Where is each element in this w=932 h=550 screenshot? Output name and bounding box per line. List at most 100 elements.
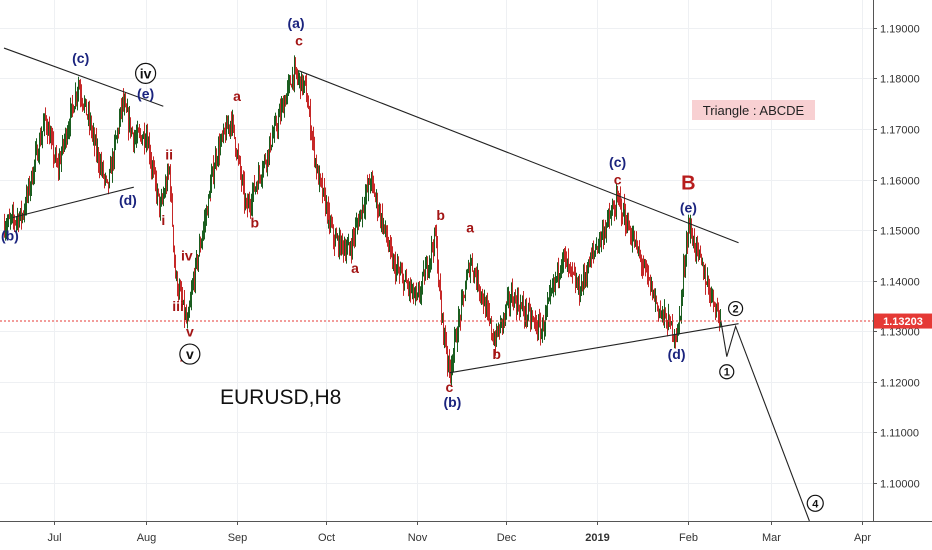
candle-body bbox=[696, 241, 697, 253]
candle-body bbox=[500, 320, 501, 334]
candle-body bbox=[157, 188, 158, 196]
candle-body bbox=[612, 208, 613, 213]
candle-body bbox=[381, 214, 382, 223]
candle-body bbox=[358, 222, 359, 227]
candle-body bbox=[451, 365, 452, 375]
wave-label: (b) bbox=[1, 227, 19, 243]
candle-body bbox=[653, 290, 654, 299]
candle-body bbox=[272, 136, 273, 146]
annotation-box bbox=[692, 100, 815, 120]
candle-body bbox=[247, 202, 248, 209]
time-tick-label: Feb bbox=[679, 532, 698, 544]
candle-body bbox=[497, 327, 498, 335]
candle-body bbox=[130, 117, 131, 133]
candle-body bbox=[305, 80, 306, 82]
candle-body bbox=[45, 115, 46, 118]
candle-body bbox=[545, 311, 546, 326]
candle-body bbox=[42, 131, 43, 138]
candle-body bbox=[368, 179, 369, 190]
candle-body bbox=[575, 274, 576, 287]
price-axis[interactable]: 1.19000 1.18000 1.17000 1.16000 1.15000 1.140… bbox=[873, 24, 920, 491]
candle-body bbox=[411, 289, 412, 292]
candle-body bbox=[581, 283, 582, 296]
candle-body bbox=[395, 261, 396, 277]
candle-body bbox=[709, 286, 710, 296]
candle-body bbox=[486, 304, 487, 316]
trendline bbox=[3, 47, 164, 107]
candle-body bbox=[241, 172, 242, 182]
candle-body bbox=[390, 242, 391, 248]
candle-body bbox=[604, 231, 605, 240]
candle-body bbox=[419, 290, 420, 297]
candle-body bbox=[429, 260, 430, 270]
candle-body bbox=[534, 319, 535, 321]
candle-body bbox=[66, 132, 67, 142]
candle-body bbox=[562, 260, 563, 267]
candle-body bbox=[646, 265, 647, 272]
candle-body bbox=[141, 135, 142, 144]
candle-body bbox=[170, 168, 171, 195]
candle-body bbox=[24, 210, 25, 215]
candle-body bbox=[142, 138, 143, 144]
current-price-tag: 1.13203 bbox=[874, 313, 932, 329]
candle-body bbox=[356, 223, 357, 227]
candle-body bbox=[635, 240, 636, 246]
candle-body bbox=[526, 305, 527, 319]
time-tick-label: Dec bbox=[497, 532, 517, 544]
candle-body bbox=[712, 290, 713, 294]
candle-body bbox=[357, 222, 358, 224]
candle-body bbox=[146, 135, 147, 143]
candle-body bbox=[218, 144, 219, 160]
wave-circle bbox=[179, 343, 201, 365]
candle-body bbox=[715, 305, 716, 315]
candle-body bbox=[687, 242, 688, 244]
candle-body bbox=[488, 308, 489, 313]
candle-body bbox=[431, 244, 432, 259]
candle-body bbox=[531, 317, 532, 322]
wave-label: iii bbox=[172, 298, 184, 314]
candle-body bbox=[540, 322, 541, 338]
candle-body bbox=[37, 147, 38, 160]
candle-body bbox=[298, 77, 299, 79]
candle-body bbox=[63, 140, 64, 146]
candle-body bbox=[374, 187, 375, 197]
candle-body bbox=[606, 224, 607, 234]
candle-body bbox=[216, 155, 217, 162]
price-tick-label: 1.16000 bbox=[880, 176, 920, 188]
candle-body bbox=[307, 101, 308, 107]
candle-body bbox=[343, 243, 344, 253]
time-axis[interactable]: Jul Aug Sep Oct Nov Dec 2019 Feb Mar Apr bbox=[47, 521, 871, 544]
candle-body bbox=[251, 205, 252, 208]
candle-body bbox=[467, 271, 468, 279]
candle-body bbox=[622, 215, 623, 217]
candle-body bbox=[191, 292, 192, 300]
candle-body bbox=[212, 167, 213, 175]
candle-body bbox=[182, 298, 183, 304]
candle-body bbox=[8, 217, 9, 223]
wave-label: b bbox=[492, 346, 501, 362]
candle-body bbox=[664, 309, 665, 319]
candle-body bbox=[405, 276, 406, 281]
pattern-annotation: Triangle : ABCDE bbox=[692, 100, 815, 120]
candle-body bbox=[35, 151, 36, 162]
candle-body bbox=[708, 279, 709, 287]
candle-body bbox=[365, 195, 366, 208]
candle-body bbox=[226, 121, 227, 139]
candle-body bbox=[490, 320, 491, 322]
candle-body bbox=[86, 99, 87, 116]
candle-body bbox=[454, 337, 455, 353]
candle-body bbox=[627, 218, 628, 232]
candle-body bbox=[645, 262, 646, 266]
candle-body bbox=[442, 314, 443, 320]
candle-body bbox=[567, 260, 568, 267]
candle-body bbox=[699, 251, 700, 253]
candle-body bbox=[113, 155, 114, 163]
candle-body bbox=[49, 127, 50, 143]
candle-body bbox=[54, 157, 55, 159]
candle-body bbox=[638, 249, 639, 252]
candle-body bbox=[481, 292, 482, 295]
candle-body bbox=[512, 289, 513, 303]
candle-body bbox=[448, 356, 449, 365]
candle-body bbox=[404, 280, 405, 290]
